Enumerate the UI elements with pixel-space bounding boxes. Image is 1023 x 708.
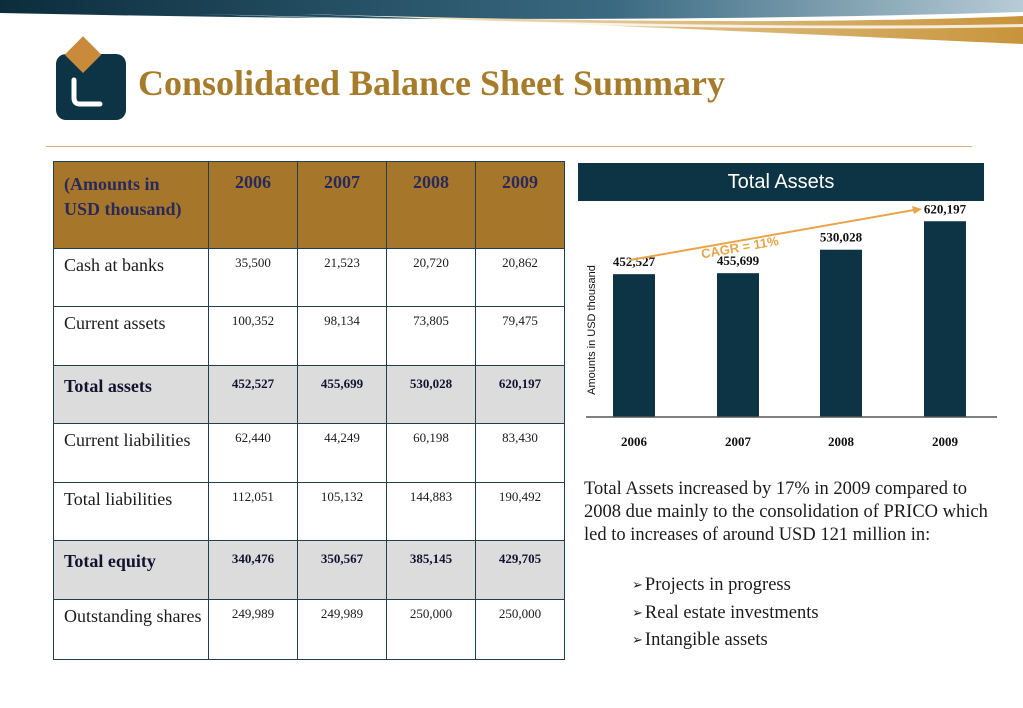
chart-title: Total Assets <box>578 163 984 201</box>
cagr-arrowhead-icon <box>912 206 922 214</box>
cell-value: 250,000 <box>475 599 565 660</box>
cell-value: 455,699 <box>297 365 387 424</box>
title-divider <box>46 146 972 147</box>
row-label: Current liabilities <box>53 423 209 483</box>
bar-2007 <box>717 273 759 417</box>
cell-value: 144,883 <box>386 482 476 541</box>
table-row: Total liabilities 112,051 105,132 144,88… <box>53 482 565 541</box>
cell-value: 190,492 <box>475 482 565 541</box>
cell-value: 98,134 <box>297 306 387 366</box>
arrow-bullet-icon: ➢ <box>632 632 643 647</box>
cell-value: 249,989 <box>208 599 298 660</box>
bullet-text: Intangible assets <box>644 630 768 650</box>
x-tick-label-2008: 2008 <box>828 434 855 449</box>
row-label: Total equity <box>53 540 209 600</box>
cell-value: 249,989 <box>297 599 387 660</box>
cell-value: 35,500 <box>208 248 298 307</box>
header-cell: 2007 <box>297 161 387 249</box>
header-cell: 2006 <box>208 161 298 249</box>
bar-2008 <box>820 249 862 417</box>
table-row: Current assets 100,352 98,134 73,805 79,… <box>53 306 565 366</box>
table-row: Current liabilities 62,440 44,249 60,198… <box>53 423 565 483</box>
list-item: ➢ Projects in progress <box>632 572 819 600</box>
cell-value: 20,862 <box>475 248 565 307</box>
data-label-2008: 530,028 <box>820 230 863 245</box>
list-item: ➢ Real estate investments <box>632 600 819 628</box>
cell-value: 620,197 <box>475 365 565 424</box>
table-row-highlight: Total equity 340,476 350,567 385,145 429… <box>53 540 565 600</box>
table-row: Outstanding shares 249,989 249,989 250,0… <box>53 599 565 660</box>
description-text: Total Assets increased by 17% in 2009 co… <box>584 479 988 545</box>
cell-value: 79,475 <box>475 306 565 366</box>
cell-value: 250,000 <box>386 599 476 660</box>
row-label: Total liabilities <box>53 482 209 541</box>
x-tick-label-2009: 2009 <box>932 434 959 449</box>
cell-value: 44,249 <box>297 423 387 483</box>
cell-value: 100,352 <box>208 306 298 366</box>
table-row: Cash at banks 35,500 21,523 20,720 20,86… <box>53 248 565 307</box>
cell-value: 83,430 <box>475 423 565 483</box>
cell-value: 350,567 <box>297 540 387 600</box>
row-label: Outstanding shares <box>53 599 209 660</box>
header-swoosh <box>0 0 1023 44</box>
cell-value: 105,132 <box>297 482 387 541</box>
bar-2006 <box>613 274 655 417</box>
data-label-2009: 620,197 <box>924 205 967 216</box>
x-tick-label-2006: 2006 <box>621 434 648 449</box>
arrow-bullet-icon: ➢ <box>632 604 643 620</box>
x-tick-label-2007: 2007 <box>725 434 752 449</box>
cell-value: 21,523 <box>297 248 387 307</box>
cell-value: 429,705 <box>475 540 565 600</box>
table-header-row: (Amounts in USD thousand) 2006 2007 2008… <box>53 161 565 249</box>
y-axis-label: Amounts in USD thousand <box>586 265 598 395</box>
cell-value: 385,145 <box>386 540 476 600</box>
cell-value: 340,476 <box>208 540 298 600</box>
table-row-highlight: Total assets 452,527 455,699 530,028 620… <box>53 365 565 424</box>
data-label-2007: 455,699 <box>717 253 760 268</box>
page-title: Consolidated Balance Sheet Summary <box>138 63 726 103</box>
header-cell: 2009 <box>475 161 565 249</box>
bullet-text: Real estate investments <box>644 602 819 623</box>
row-label: Cash at banks <box>53 248 209 307</box>
header-cell: (Amounts in USD thousand) <box>53 161 209 249</box>
list-item: ➢ Intangible assets <box>632 627 819 655</box>
total-assets-chart: Amounts in USD thousand 452,5272006455,6… <box>586 205 997 449</box>
arrow-bullet-icon: ➢ <box>632 577 643 592</box>
row-label: Total assets <box>53 365 209 424</box>
cell-value: 112,051 <box>208 482 298 541</box>
company-logo-icon <box>56 36 126 120</box>
cell-value: 62,440 <box>208 423 298 483</box>
bullet-list: ➢ Projects in progress ➢ Real estate inves… <box>632 572 819 655</box>
cagr-arrow <box>629 209 915 261</box>
header-cell: 2008 <box>386 161 476 249</box>
bullet-text: Projects in progress <box>644 575 791 595</box>
row-label: Current assets <box>53 306 209 366</box>
balance-sheet-table: (Amounts in USD thousand) 2006 2007 2008… <box>53 161 565 660</box>
bar-2009 <box>924 221 966 417</box>
cell-value: 452,527 <box>208 365 298 424</box>
cell-value: 530,028 <box>386 365 476 424</box>
cell-value: 20,720 <box>386 248 476 307</box>
cell-value: 60,198 <box>386 423 476 483</box>
cell-value: 73,805 <box>386 306 476 366</box>
